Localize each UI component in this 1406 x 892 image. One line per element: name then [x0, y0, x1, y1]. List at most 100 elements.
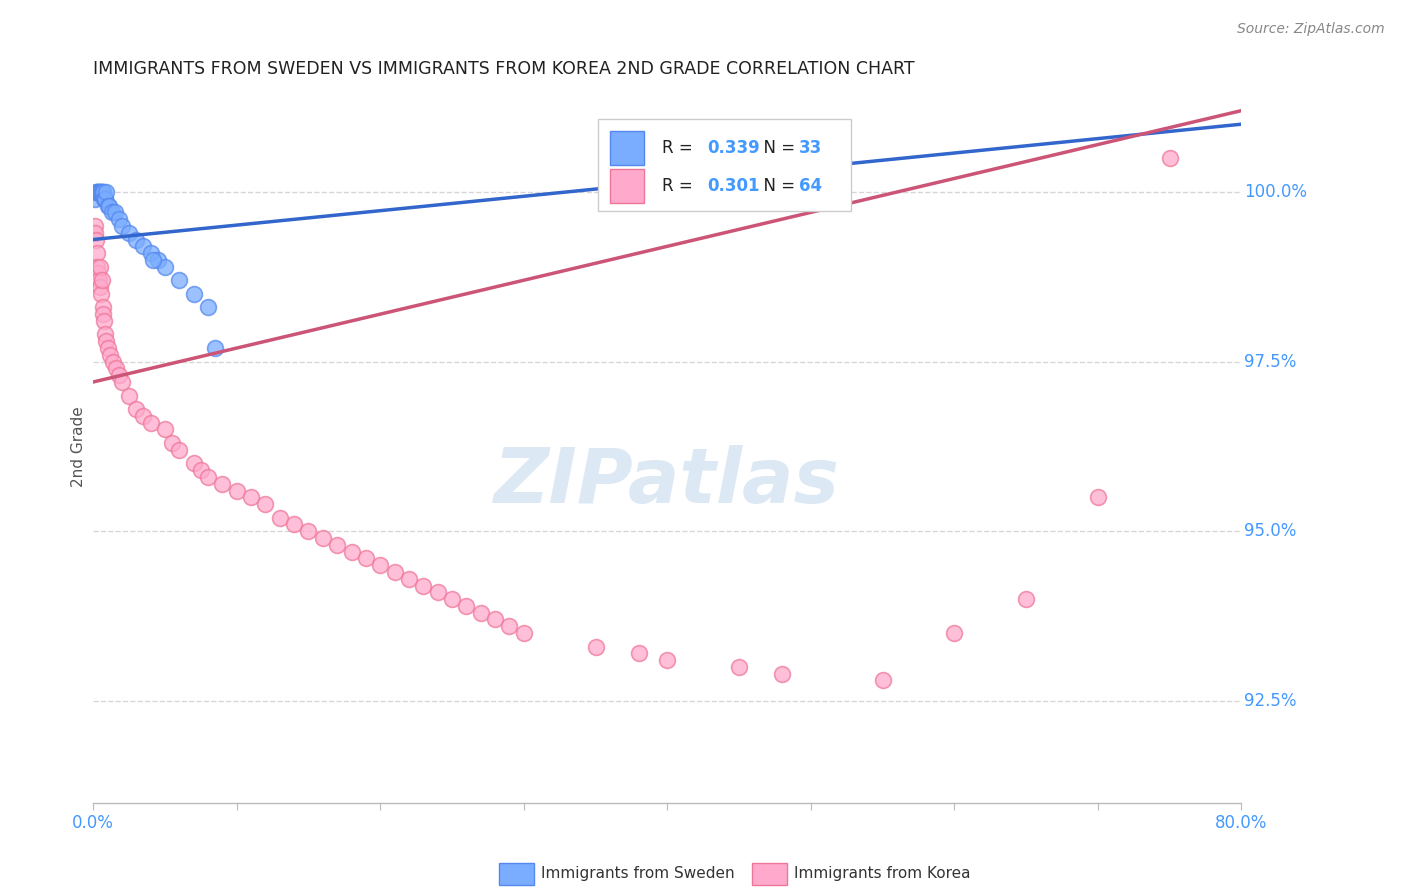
Point [326, 538, 349, 552]
Point [125, 402, 148, 417]
Text: 0.301: 0.301 [707, 177, 761, 194]
Point [87, 185, 110, 199]
Point [139, 416, 162, 430]
Point [103, 354, 125, 368]
Point [125, 233, 148, 247]
Point [132, 239, 155, 253]
Point [368, 558, 391, 573]
Text: 100.0%: 100.0% [1244, 183, 1306, 201]
Text: Immigrants from Korea: Immigrants from Korea [794, 866, 972, 880]
Text: 97.5%: 97.5% [1244, 352, 1296, 371]
Point [93, 327, 115, 342]
Point [111, 219, 134, 233]
Point [90, 273, 112, 287]
Point [91, 301, 114, 315]
Point [340, 544, 363, 558]
Point [770, 666, 793, 681]
Y-axis label: 2nd Grade: 2nd Grade [72, 406, 86, 487]
FancyBboxPatch shape [610, 169, 644, 202]
Text: R =: R = [662, 177, 697, 194]
Text: 64: 64 [800, 177, 823, 194]
Point [225, 483, 247, 498]
Text: Source: ZipAtlas.com: Source: ZipAtlas.com [1237, 22, 1385, 37]
Point [470, 606, 492, 620]
Point [197, 470, 219, 484]
Point [142, 252, 165, 267]
Point [118, 388, 141, 402]
Point [197, 301, 219, 315]
Point [93, 192, 115, 206]
Point [87, 185, 110, 199]
Point [146, 252, 169, 267]
Text: Immigrants from Sweden: Immigrants from Sweden [541, 866, 735, 880]
Point [354, 551, 377, 566]
FancyBboxPatch shape [610, 131, 644, 165]
Point [1159, 151, 1181, 165]
Point [498, 619, 520, 633]
Point [86, 246, 108, 260]
Point [183, 456, 205, 470]
Point [83, 219, 105, 233]
Point [211, 476, 233, 491]
Point [96, 341, 118, 355]
Text: N =: N = [754, 139, 801, 157]
Point [872, 673, 894, 688]
Point [91, 307, 114, 321]
Point [398, 572, 420, 586]
Point [86, 185, 108, 199]
Text: IMMIGRANTS FROM SWEDEN VS IMMIGRANTS FROM KOREA 2ND GRADE CORRELATION CHART: IMMIGRANTS FROM SWEDEN VS IMMIGRANTS FRO… [93, 60, 915, 78]
Point [90, 286, 112, 301]
Point [84, 192, 107, 206]
Text: 92.5%: 92.5% [1244, 692, 1296, 710]
Point [100, 348, 122, 362]
Point [204, 341, 226, 355]
Point [94, 185, 117, 199]
Point [132, 409, 155, 423]
Point [153, 422, 176, 436]
Point [1087, 491, 1109, 505]
Point [94, 334, 117, 349]
Point [91, 185, 114, 199]
Point [426, 585, 449, 599]
Point [111, 375, 134, 389]
Point [98, 198, 121, 212]
Point [118, 226, 141, 240]
Point [108, 368, 131, 383]
Point [93, 192, 115, 206]
Point [86, 185, 108, 199]
Point [183, 286, 205, 301]
Point [153, 260, 176, 274]
Point [169, 273, 191, 287]
Point [89, 185, 111, 199]
Text: R =: R = [662, 139, 697, 157]
Point [86, 260, 108, 274]
Point [87, 267, 110, 281]
Point [108, 212, 131, 227]
Point [728, 660, 751, 674]
Point [139, 246, 162, 260]
Point [87, 273, 110, 287]
Point [484, 612, 506, 626]
Point [94, 192, 117, 206]
Point [89, 260, 111, 274]
Point [412, 578, 434, 592]
Point [89, 280, 111, 294]
Point [160, 436, 183, 450]
Point [312, 531, 335, 545]
Text: 33: 33 [800, 139, 823, 157]
Point [104, 205, 127, 219]
Point [91, 185, 114, 199]
Point [456, 599, 478, 613]
Text: 95.0%: 95.0% [1244, 522, 1296, 541]
Point [90, 185, 112, 199]
Point [943, 626, 966, 640]
Text: ZIPatlas: ZIPatlas [495, 445, 841, 519]
Point [283, 517, 305, 532]
Point [84, 226, 107, 240]
Point [240, 491, 263, 505]
Point [84, 185, 107, 199]
Text: N =: N = [754, 177, 801, 194]
Point [89, 185, 111, 199]
Point [169, 442, 191, 457]
Point [657, 653, 679, 667]
